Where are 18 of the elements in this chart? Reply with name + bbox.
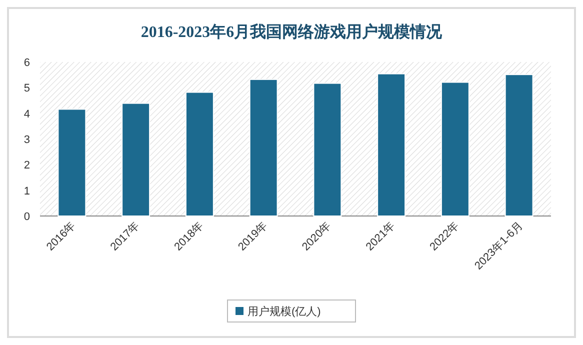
bar: [58, 108, 86, 216]
y-tick-label: 6: [24, 57, 30, 69]
bar: [185, 92, 214, 216]
y-tick-label: 4: [24, 108, 30, 120]
legend-label: 用户规模(亿人): [248, 305, 321, 318]
bar: [377, 73, 406, 216]
chart-title: 2016-2023年6月我国网络游戏用户规模情况: [140, 23, 444, 41]
y-tick-label: 5: [24, 82, 30, 95]
bar: [313, 82, 342, 216]
bar: [504, 74, 534, 216]
y-tick-label: 3: [24, 134, 30, 146]
bar: [440, 82, 470, 216]
bar: [249, 78, 278, 216]
legend: 用户规模(亿人): [227, 300, 356, 322]
bar: [122, 102, 150, 216]
y-tick-label: 1: [24, 185, 30, 198]
y-tick-label: 2: [24, 160, 30, 172]
y-tick-label: 0: [24, 211, 30, 223]
